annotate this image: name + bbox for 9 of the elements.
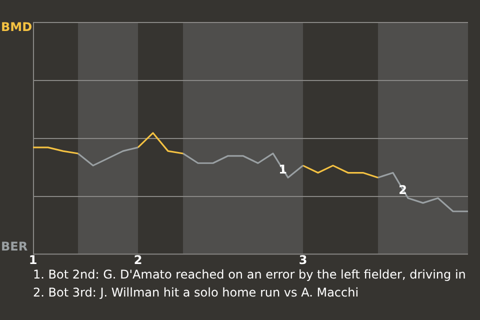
x-tick-label: 1 [28, 252, 38, 267]
annotation: 1 [278, 162, 287, 177]
text: 2. Bot 3rd: J. Willman hit a solo home run vs A. Macchi [33, 286, 359, 300]
text: BER [1, 240, 28, 254]
text: 1. Bot 2nd: G. D'Amato reached on an error by the left fielder, driving in [33, 268, 466, 282]
x-tick-label: 2 [134, 252, 142, 267]
annotation: 2 [398, 183, 407, 198]
x-tick-label: 3 [298, 252, 308, 267]
text: BMD [1, 20, 32, 34]
